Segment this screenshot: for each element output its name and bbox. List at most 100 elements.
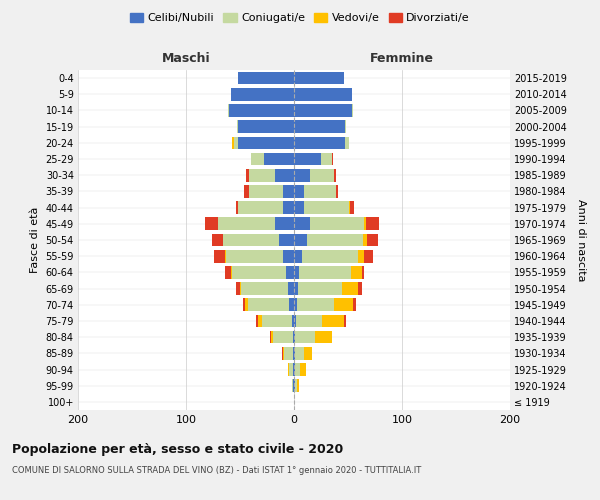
- Bar: [228, 104, 229, 117]
- Y-axis label: Fasce di età: Fasce di età: [30, 207, 40, 273]
- Bar: [336, 185, 338, 198]
- Bar: [293, 363, 294, 376]
- Bar: [238, 120, 294, 133]
- Bar: [275, 218, 294, 230]
- Bar: [292, 380, 293, 392]
- Bar: [229, 104, 294, 117]
- Bar: [358, 250, 364, 262]
- Bar: [294, 314, 296, 328]
- Bar: [225, 250, 226, 262]
- Bar: [287, 363, 289, 376]
- Bar: [321, 152, 332, 166]
- Bar: [364, 250, 373, 262]
- Bar: [294, 234, 307, 246]
- Bar: [294, 331, 295, 344]
- Bar: [296, 314, 322, 328]
- Bar: [294, 347, 295, 360]
- Bar: [295, 380, 297, 392]
- Bar: [238, 72, 294, 85]
- Bar: [294, 104, 352, 117]
- Bar: [295, 347, 304, 360]
- Bar: [248, 169, 275, 181]
- Bar: [293, 380, 294, 392]
- Bar: [270, 331, 271, 344]
- Bar: [238, 136, 294, 149]
- Bar: [294, 266, 299, 278]
- Bar: [310, 169, 334, 181]
- Bar: [279, 234, 294, 246]
- Bar: [367, 234, 378, 246]
- Bar: [294, 136, 345, 149]
- Bar: [294, 169, 310, 181]
- Bar: [259, 314, 262, 328]
- Bar: [299, 266, 351, 278]
- Bar: [304, 185, 336, 198]
- Bar: [244, 185, 248, 198]
- Bar: [295, 363, 301, 376]
- Bar: [314, 331, 332, 344]
- Bar: [283, 347, 284, 360]
- Bar: [256, 314, 259, 328]
- Bar: [304, 347, 313, 360]
- Bar: [212, 234, 223, 246]
- Bar: [353, 298, 356, 311]
- Y-axis label: Anni di nascita: Anni di nascita: [577, 198, 586, 281]
- Bar: [294, 72, 344, 85]
- Bar: [345, 120, 346, 133]
- Text: Maschi: Maschi: [161, 52, 211, 65]
- Bar: [351, 266, 362, 278]
- Bar: [232, 266, 286, 278]
- Bar: [284, 347, 293, 360]
- Bar: [341, 282, 358, 295]
- Bar: [334, 169, 336, 181]
- Bar: [283, 185, 294, 198]
- Bar: [350, 202, 355, 214]
- Bar: [232, 136, 233, 149]
- Bar: [241, 282, 287, 295]
- Bar: [307, 234, 363, 246]
- Bar: [367, 218, 379, 230]
- Bar: [363, 234, 367, 246]
- Bar: [236, 202, 238, 214]
- Bar: [345, 136, 349, 149]
- Bar: [240, 282, 241, 295]
- Bar: [294, 202, 304, 214]
- Bar: [294, 88, 352, 101]
- Bar: [274, 331, 293, 344]
- Bar: [264, 152, 294, 166]
- Bar: [226, 250, 283, 262]
- Bar: [297, 298, 334, 311]
- Legend: Celibi/Nubili, Coniugati/e, Vedovi/e, Divorziati/e: Celibi/Nubili, Coniugati/e, Vedovi/e, Di…: [125, 8, 475, 28]
- Bar: [214, 250, 225, 262]
- Bar: [334, 298, 353, 311]
- Bar: [362, 266, 364, 278]
- Bar: [289, 298, 294, 311]
- Bar: [322, 314, 344, 328]
- Bar: [358, 282, 362, 295]
- Bar: [243, 298, 245, 311]
- Bar: [287, 282, 294, 295]
- Bar: [237, 120, 238, 133]
- Bar: [344, 314, 346, 328]
- Bar: [286, 266, 294, 278]
- Bar: [289, 363, 293, 376]
- Bar: [297, 380, 299, 392]
- Text: COMUNE DI SALORNO SULLA STRADA DEL VINO (BZ) - Dati ISTAT 1° gennaio 2020 - TUTT: COMUNE DI SALORNO SULLA STRADA DEL VINO …: [12, 466, 421, 475]
- Bar: [218, 218, 275, 230]
- Bar: [301, 363, 306, 376]
- Bar: [225, 266, 232, 278]
- Bar: [275, 169, 294, 181]
- Bar: [283, 250, 294, 262]
- Bar: [248, 298, 289, 311]
- Bar: [293, 331, 294, 344]
- Bar: [262, 314, 292, 328]
- Bar: [283, 202, 294, 214]
- Bar: [245, 298, 248, 311]
- Bar: [295, 331, 314, 344]
- Bar: [294, 363, 295, 376]
- Bar: [332, 152, 333, 166]
- Bar: [294, 185, 304, 198]
- Bar: [310, 218, 364, 230]
- Bar: [247, 169, 248, 181]
- Bar: [292, 314, 294, 328]
